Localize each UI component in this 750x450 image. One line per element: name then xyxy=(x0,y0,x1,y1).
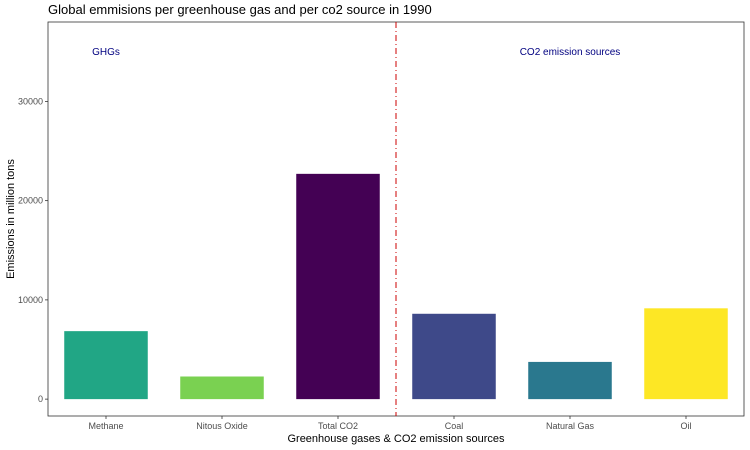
y-axis-label: Emissions in million tons xyxy=(5,159,17,279)
x-axis: Methane Nitous Oxide Total CO2 Coal Natural … xyxy=(88,416,692,431)
bar-coal xyxy=(412,313,496,400)
annotation-label: CO2 emission sources xyxy=(520,47,621,58)
bar-natural-gas xyxy=(528,361,612,400)
x-tick-label: Coal xyxy=(445,421,464,431)
y-tick-label: 30000 xyxy=(18,96,43,106)
bar-total-co2 xyxy=(296,173,380,400)
x-tick-label: Nitous Oxide xyxy=(196,421,248,431)
y-tick-label: 0 xyxy=(38,394,43,404)
y-tick-label: 20000 xyxy=(18,196,43,206)
y-tick-label: 10000 xyxy=(18,295,43,305)
x-tick-label: Total CO2 xyxy=(318,421,358,431)
bars-group xyxy=(64,173,728,400)
overlays-group: GHGs CO2 emission sources xyxy=(92,22,620,416)
y-axis: 0 10000 20000 30000 xyxy=(18,96,48,404)
x-axis-label: Greenhouse gases & CO2 emission sources xyxy=(287,433,505,445)
x-tick-label: Methane xyxy=(88,421,123,431)
bar-oil xyxy=(644,308,728,400)
bar-nitous-oxide xyxy=(180,376,264,400)
bar-methane xyxy=(64,331,148,400)
x-tick-label: Oil xyxy=(681,421,692,431)
annotation-label: GHGs xyxy=(92,47,120,58)
chart-title: Global emmisions per greenhouse gas and … xyxy=(48,2,432,17)
x-tick-label: Natural Gas xyxy=(546,421,595,431)
